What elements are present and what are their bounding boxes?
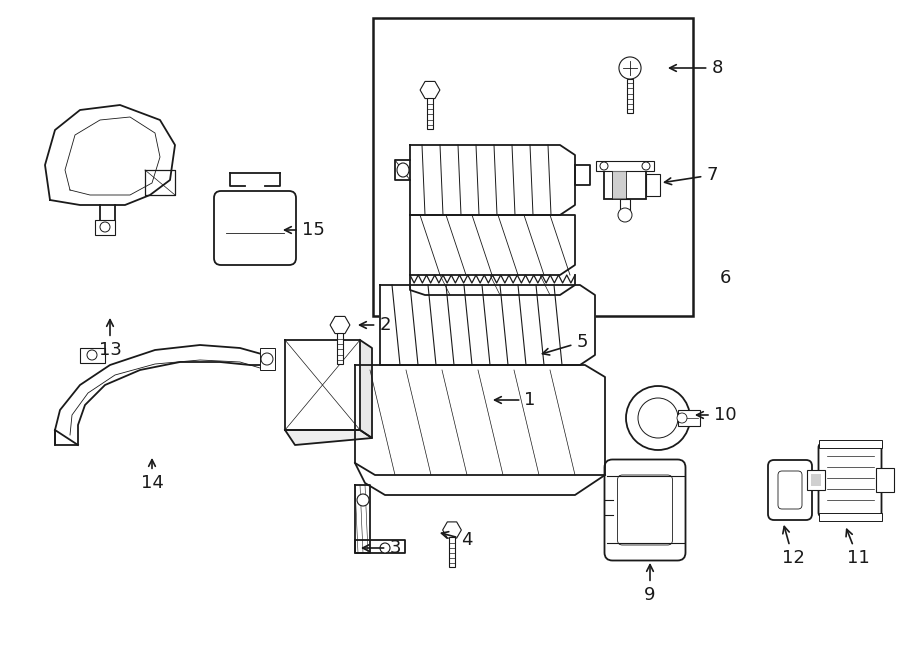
Circle shape — [642, 162, 650, 170]
Text: 12: 12 — [781, 526, 805, 567]
Polygon shape — [355, 365, 605, 475]
Circle shape — [677, 413, 687, 423]
Text: 7: 7 — [664, 166, 718, 184]
Bar — [427, 98, 433, 130]
FancyBboxPatch shape — [617, 475, 672, 545]
Text: 4: 4 — [442, 531, 472, 549]
FancyBboxPatch shape — [605, 459, 686, 561]
Circle shape — [626, 386, 690, 450]
Polygon shape — [145, 170, 175, 195]
Polygon shape — [285, 430, 372, 445]
Circle shape — [87, 350, 97, 360]
Bar — [337, 333, 343, 364]
Text: 3: 3 — [363, 539, 400, 557]
Bar — [620, 199, 630, 215]
Bar — [678, 410, 700, 426]
Polygon shape — [45, 105, 175, 205]
Text: 1: 1 — [495, 391, 536, 409]
Ellipse shape — [397, 163, 409, 177]
Polygon shape — [410, 275, 575, 295]
Bar — [95, 220, 115, 235]
Circle shape — [619, 57, 641, 79]
Circle shape — [357, 494, 369, 506]
Polygon shape — [360, 340, 372, 438]
Bar — [80, 348, 105, 363]
Circle shape — [600, 162, 608, 170]
Bar — [604, 171, 646, 199]
Polygon shape — [395, 160, 410, 180]
Bar — [876, 468, 894, 492]
Bar — [626, 79, 634, 113]
FancyBboxPatch shape — [778, 471, 802, 509]
Text: 2: 2 — [360, 316, 391, 334]
Text: 9: 9 — [644, 564, 656, 604]
Polygon shape — [410, 145, 575, 215]
Circle shape — [618, 208, 632, 222]
Circle shape — [380, 543, 390, 553]
Bar — [646, 174, 660, 196]
FancyBboxPatch shape — [768, 460, 812, 520]
Bar — [373, 18, 693, 316]
FancyBboxPatch shape — [214, 191, 296, 265]
Circle shape — [100, 222, 110, 232]
Text: 6: 6 — [719, 269, 731, 287]
Circle shape — [261, 353, 273, 365]
Polygon shape — [410, 215, 575, 275]
Bar — [612, 171, 626, 199]
Text: 15: 15 — [284, 221, 324, 239]
Bar — [811, 474, 821, 486]
Text: 11: 11 — [846, 529, 869, 567]
Text: 8: 8 — [670, 59, 723, 77]
Bar — [818, 512, 881, 520]
Text: 14: 14 — [140, 459, 164, 492]
Text: 13: 13 — [99, 320, 122, 359]
FancyBboxPatch shape — [818, 444, 881, 516]
Bar — [596, 161, 654, 171]
Bar — [449, 537, 455, 567]
Polygon shape — [355, 365, 605, 495]
Polygon shape — [55, 345, 270, 445]
Text: 5: 5 — [543, 333, 588, 355]
Polygon shape — [285, 340, 360, 430]
Polygon shape — [380, 285, 595, 365]
Polygon shape — [575, 165, 590, 185]
Bar — [260, 348, 275, 370]
Polygon shape — [355, 485, 370, 553]
Circle shape — [638, 398, 678, 438]
Bar — [806, 470, 824, 490]
Polygon shape — [355, 540, 405, 553]
Bar — [818, 440, 881, 447]
Text: 10: 10 — [697, 406, 736, 424]
